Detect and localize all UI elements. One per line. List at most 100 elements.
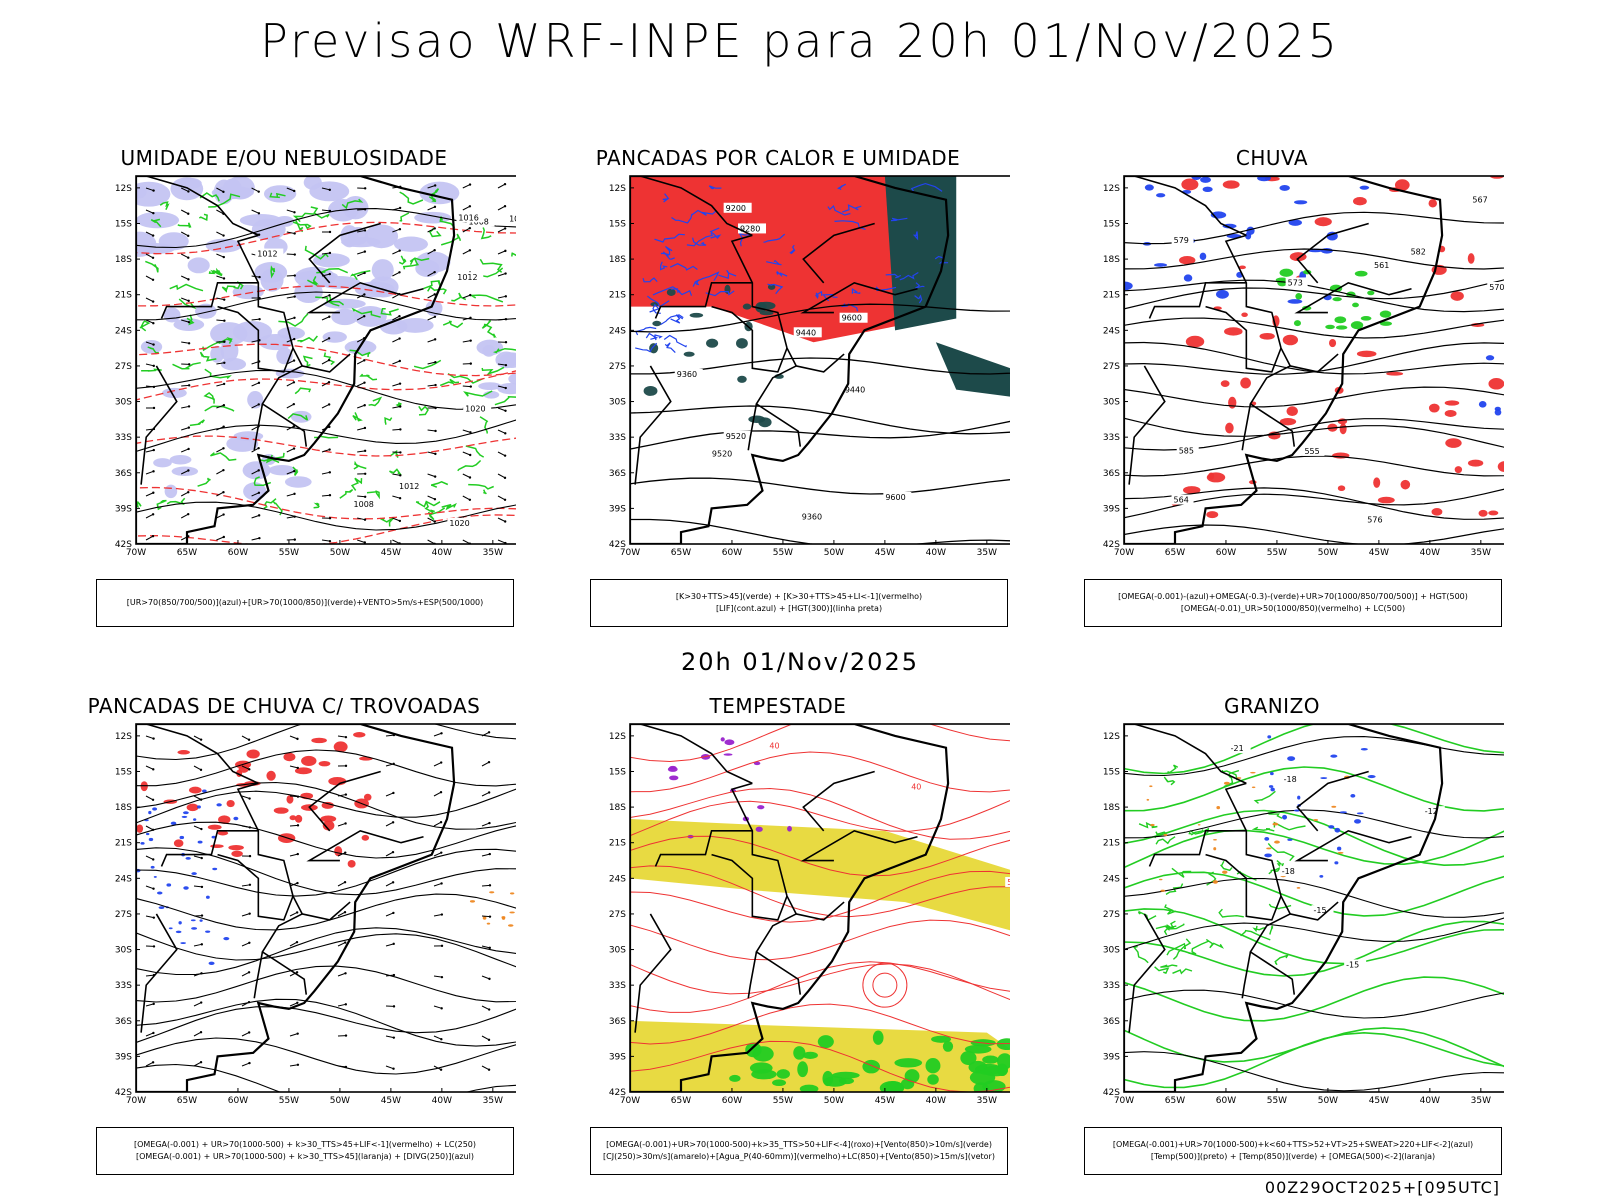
lifted-index-contour [718,269,737,279]
humidity-850-area [396,318,434,333]
streamline [136,998,516,1047]
wind-vector-head [187,212,190,215]
low-level-jet-area [817,1035,834,1049]
state-border [654,830,753,867]
wind-vector-head [151,256,155,260]
height-500-contour [1124,455,1504,477]
omega-area [1215,289,1229,299]
pressure-contour [136,419,516,452]
contour-label: 564 [1174,496,1189,505]
wind-vector [145,187,154,192]
severe-storm-area [667,766,678,772]
contour-label: 1008 [354,500,374,509]
legend-line: [UR>70(850/700/500)](azul)+[UR>70(1000/8… [126,598,484,607]
streamline-arrow-head [247,738,251,741]
temp-850-contour [1124,829,1504,869]
wind-vector-head [292,447,296,450]
lon-tick-label: 40W [432,548,452,558]
streamline-arrow [241,825,250,828]
contour-label: 40 [911,783,921,792]
lon-tick-label: 60W [228,1096,248,1106]
lat-tick-label: 15S [1103,767,1120,777]
temp-850-contour [1155,836,1176,845]
streamline-arrow [337,852,346,857]
contour-label-bg [1171,494,1194,505]
wind-vector [216,426,224,431]
map-layer [136,724,516,1092]
streamline-arrow-head [247,1000,251,1004]
lat-tick-label: 39S [115,1052,132,1062]
streamline-arrow-head [487,791,491,794]
wind-vector [286,516,295,519]
rain-area [1444,409,1457,417]
wind-vector-head [187,299,190,303]
divergence-area [156,891,163,895]
legend-line: [CJ(250)>30m/s](amarelo)+[Agua_P(40-60mm… [603,1152,995,1161]
temp-850-contour [1219,860,1233,872]
humidity-1000-contour [208,269,223,277]
wind-vector-head [363,187,367,190]
hail-area [1330,754,1338,758]
wind-vector [462,495,471,501]
wind-vector-head [222,447,225,450]
thunderstorm-area [136,824,144,833]
wind-vector [251,318,260,321]
wind-vector-head [469,339,472,342]
ocean-area [1124,176,1504,544]
omega-strong-area [1379,321,1392,326]
wind-vector-head [223,340,226,343]
wind-vector-head [363,495,367,498]
state-border [1133,724,1247,785]
humidity-1000-contour [428,195,437,203]
lat-tick-label: 39S [609,1052,626,1062]
wind-vector [145,385,155,388]
wind-vector [392,271,400,277]
rain-area [1373,477,1381,488]
lifted-index-contour [705,290,735,297]
humidity-1000-contour [481,319,492,329]
omega-strong-area [1325,324,1335,330]
lat-tick-label: 21S [115,839,132,849]
lat-tick-label: 42S [115,540,132,550]
wind-vector-head [504,249,507,253]
thunderstorm-area [320,815,337,823]
streamline-arrow-head [248,1061,251,1065]
humidity-850-area [162,387,187,399]
divergence-area [150,865,155,869]
humidity-850-area [153,458,172,468]
lat-tick-label: 30S [609,946,626,956]
humidity-850-area [251,218,286,241]
state-border [302,353,351,373]
humidity-1000-contour [292,212,314,223]
rain-area [1488,510,1499,516]
humidity-1000-contour [418,405,429,416]
lifted-index-contour [822,293,838,302]
lon-tick-label: 55W [1267,548,1287,558]
omega-area [1494,409,1502,416]
lon-tick-label: 35W [483,1096,503,1106]
contour-label-bg [255,248,284,259]
omega-500-area [1213,838,1217,841]
wind-vector [216,319,225,322]
wind-vector-head [434,383,437,387]
state-border [1296,770,1369,832]
lon-tick-label: 65W [177,1096,197,1106]
wind-vector-head [293,469,296,473]
streamline-arrow [337,794,346,797]
streamline-arrow-head [248,797,251,800]
wind-vector-head [187,405,191,408]
streamline-arrow-head [344,1003,348,1006]
streamline-arrow [337,972,346,977]
map-tempestade: 40 40 50 12S 15S 18S 21S 24S 27S 30S 33S 36S 39S 42S7… [609,723,1010,1106]
hail-area [1319,875,1324,878]
state-border [1224,234,1296,447]
lat-tick-label: 27S [115,362,132,372]
streamline-arrow [193,1031,202,1037]
humidity-1000-contour [380,307,399,316]
contour-label-bg [1344,959,1367,970]
hail-area [1282,814,1288,820]
thunderstorm-area [286,794,294,804]
wind-vector [357,517,366,521]
wind-vector-head [469,431,472,434]
wind-vector [181,427,189,431]
